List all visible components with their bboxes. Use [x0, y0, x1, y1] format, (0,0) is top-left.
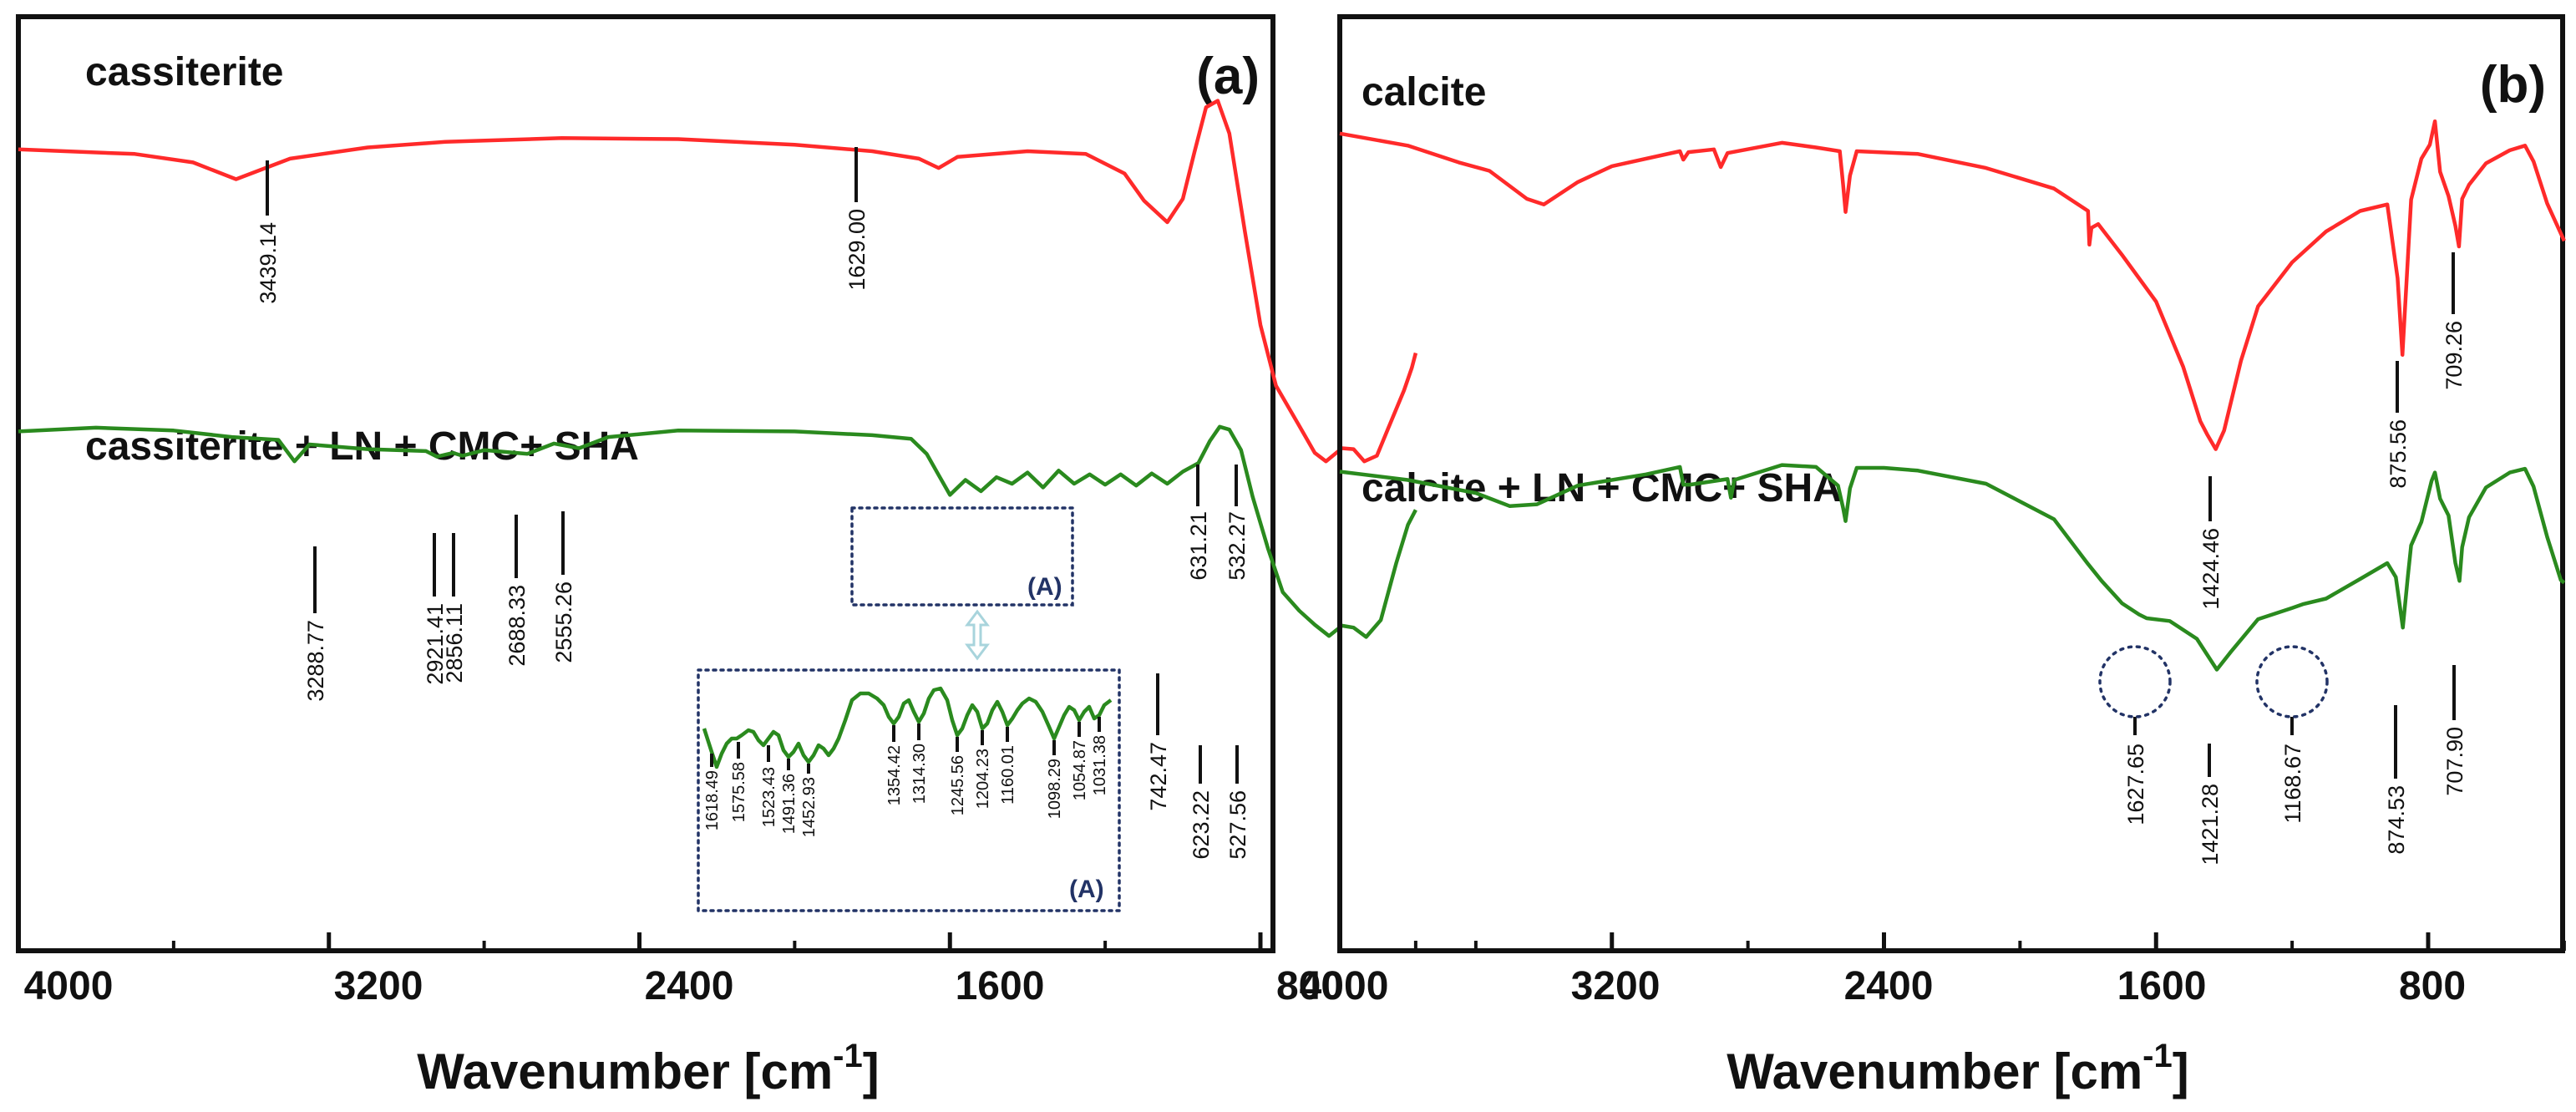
- panel-a-tick-label-1600: 1600: [956, 964, 1045, 1008]
- inset-peak-label: 1491.36: [780, 774, 799, 834]
- inset-peak-label: 1618.49: [703, 770, 722, 830]
- series-line-cassiterite-treated: [18, 424, 1417, 639]
- panel-a-tick-label-4000: 4000: [24, 964, 114, 1008]
- peak-marker-707: 707.90: [2442, 665, 2467, 796]
- peak-marker-2555: 2555.26: [551, 511, 576, 663]
- inset-a-peak-marks: 1618.49 1575.58 1523.43 1491.36 1452.93 …: [703, 717, 1109, 837]
- inset-peak-label: 1098.29: [1046, 759, 1064, 819]
- peak-marker-1629: 1629.00: [844, 147, 870, 291]
- inset-peak-label: 1245.56: [949, 755, 967, 815]
- peak-label: 2856.11: [442, 603, 467, 683]
- inset-peak-label: 1575.58: [730, 762, 748, 822]
- peak-marker-527: 527.56: [1225, 745, 1250, 860]
- panel-b-frame: [1337, 14, 2565, 953]
- peak-label: 2688.33: [505, 585, 530, 667]
- region-box-a-tag: (A): [1027, 573, 1062, 601]
- peak-label: 527.56: [1225, 790, 1250, 860]
- peak-label: 532.27: [1225, 511, 1250, 581]
- inset-peak-label: 1354.42: [885, 745, 904, 805]
- series-line-calcite: [1339, 119, 2566, 451]
- peak-marker-3288: 3288.77: [303, 546, 328, 702]
- peak-marker-709: 709.26: [2442, 252, 2467, 390]
- inset-peak-label: 1204.23: [974, 749, 992, 809]
- peak-marker-1424: 1424.46: [2198, 476, 2224, 610]
- series-line-calcite-treated: [1339, 463, 2566, 672]
- panel-b: (b) calcite calcite + LN + CMC+ SHA 4000…: [1300, 14, 2566, 1099]
- peak-marker-2921: 2921.41: [423, 533, 448, 685]
- peak-label: 875.56: [2386, 419, 2411, 489]
- inset-peak-label: 1160.01: [999, 745, 1017, 805]
- peak-marker-3439: 3439.14: [256, 160, 281, 304]
- highlight-circle-1168: [2255, 645, 2329, 718]
- panel-a-frame: [16, 14, 1275, 953]
- panel-a-label: (a): [1196, 48, 1260, 105]
- peak-marker-2688: 2688.33: [505, 515, 530, 667]
- peak-label: 1424.46: [2198, 528, 2224, 610]
- peak-label: 874.53: [2384, 785, 2409, 855]
- panel-b-tick-label-800: 800: [2399, 964, 2466, 1008]
- peak-marker-532: 532.27: [1225, 465, 1250, 581]
- peak-label: 742.47: [1146, 742, 1171, 811]
- zoom-arrow: [965, 609, 990, 661]
- peak-label: 2555.26: [551, 581, 576, 663]
- panel-b-x-ticks: [1337, 932, 2566, 951]
- panel-a-x-axis-label: Wavenumber [cm-1]: [417, 1038, 879, 1099]
- inset-peak-label: 1054.87: [1071, 740, 1089, 800]
- panel-a-x-ticks: [16, 932, 1417, 951]
- panel-a-tick-label-800: 800: [1276, 964, 1343, 1008]
- peak-label: 707.90: [2442, 727, 2467, 796]
- series-line-cassiterite: [18, 99, 1418, 464]
- peak-label: 1627.65: [2123, 744, 2148, 825]
- panel-b-label: (b): [2480, 56, 2546, 114]
- peak-label: 631.21: [1186, 511, 1211, 581]
- panel-a-tick-label-2400: 2400: [645, 964, 734, 1008]
- panel-b-tick-label-1600: 1600: [2117, 964, 2207, 1008]
- peak-label: 623.22: [1189, 790, 1214, 860]
- peak-label: 1421.28: [2198, 784, 2223, 866]
- inset-peak-label: 1452.93: [800, 777, 819, 837]
- panel-b-tick-label-3200: 3200: [1571, 964, 1661, 1008]
- peak-marker-1168: 1168.67: [2280, 717, 2305, 824]
- peak-label: 3288.77: [303, 620, 328, 702]
- panel-b-x-axis-label: Wavenumber [cm-1]: [1727, 1038, 2188, 1099]
- peak-marker-2856: 2856.11: [442, 533, 467, 683]
- region-box-a: [850, 506, 1074, 607]
- series-label-cassiterite: cassiterite: [85, 50, 284, 94]
- peak-label: 3439.14: [256, 222, 281, 304]
- peak-marker-1421: 1421.28: [2198, 744, 2223, 866]
- peak-label: 2921.41: [423, 603, 448, 685]
- inset-a-trace: [702, 686, 1113, 769]
- inset-a-tag: (A): [1069, 876, 1104, 903]
- peak-label: 1629.00: [844, 209, 870, 291]
- series-label-calcite-treated: calcite + LN + CMC+ SHA: [1362, 466, 1842, 510]
- zoom-arrow-shape: [965, 609, 990, 661]
- peak-marker-874: 874.53: [2384, 705, 2409, 855]
- series-label-calcite: calcite: [1362, 70, 1486, 114]
- panel-b-tick-label-4000: 4000: [1300, 964, 1389, 1008]
- panel-b-tick-label-2400: 2400: [1844, 964, 1934, 1008]
- peak-marker-631: 631.21: [1186, 465, 1211, 581]
- panel-a-tick-label-3200: 3200: [334, 964, 423, 1008]
- inset-peak-label: 1031.38: [1091, 735, 1109, 795]
- panel-a: (a) cassiterite cassiterite + LN + CMC+ …: [16, 14, 1418, 1099]
- peak-marker-623: 623.22: [1189, 745, 1214, 860]
- peak-label: 1168.67: [2280, 744, 2305, 824]
- inset-peak-label: 1523.43: [760, 767, 778, 827]
- peak-marker-742: 742.47: [1146, 673, 1171, 811]
- inset-a-box: [697, 668, 1121, 912]
- highlight-circle-1627: [2098, 645, 2172, 718]
- peak-marker-1627: 1627.65: [2123, 717, 2148, 825]
- peak-label: 709.26: [2442, 321, 2467, 390]
- inset-peak-label: 1314.30: [910, 744, 929, 804]
- peak-marker-875: 875.56: [2386, 361, 2411, 489]
